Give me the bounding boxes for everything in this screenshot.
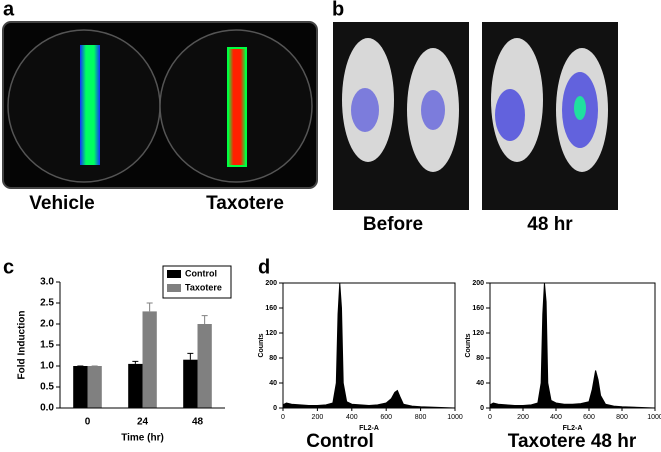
panel-label: b [332,0,344,20]
x-tick-label: 600 [583,414,595,421]
y-tick-label: 0.0 [40,403,54,414]
bar [128,363,143,408]
error-bar [132,360,139,364]
signal [421,90,445,130]
x-tick-label: 800 [616,414,628,421]
y-tick-label: 80 [476,355,484,362]
caption: Control [306,431,374,452]
y-tick-label: 40 [476,380,484,387]
y-tick-label: 0 [273,405,277,412]
x-tick-label: 48 [192,417,204,428]
y-tick-label: 200 [265,280,277,287]
x-tick-label: 0 [281,414,285,421]
y-tick-label: 2.0 [40,319,54,330]
legend-label: Taxotere [185,282,222,292]
x-tick-label: 0 [85,417,91,428]
signal [495,89,525,141]
y-tick-label: 160 [265,305,277,312]
plot-frame [282,282,456,409]
x-tick-label: 200 [312,414,324,421]
y-tick-label: 120 [472,330,484,337]
signal [574,96,586,120]
error-bar [146,302,153,312]
y-tick-label: 120 [265,330,277,337]
plot-frame [489,282,656,409]
panel-label: a [3,0,15,20]
legend-box [162,265,232,299]
x-tick-label: 1000 [647,414,661,421]
y-tick-label: 1.0 [40,361,54,372]
y-axis-label: Counts [258,333,265,357]
y-axis-label: Fold Induction [17,311,28,380]
y-tick-label: 40 [269,380,277,387]
y-tick-label: 3.0 [40,277,54,288]
bar [142,311,157,408]
caption: Taxotere 48 hr [508,431,637,452]
caption: 48 hr [527,214,573,235]
caption: Taxotere [206,193,284,214]
histogram-area [489,282,656,409]
x-tick-label: 400 [550,414,562,421]
y-tick-label: 200 [472,280,484,287]
error-bar [201,315,208,324]
x-tick-label: 24 [137,417,149,428]
x-axis-label: Time (hr) [121,433,164,444]
x-tick-label: 800 [415,414,427,421]
legend-swatch [167,270,181,278]
bar [87,366,102,408]
x-tick-label: 200 [517,414,529,421]
legend-swatch [167,284,181,292]
x-tick-label: 400 [346,414,358,421]
caption: Before [363,214,423,235]
y-tick-label: 0.5 [40,382,54,393]
bar [73,366,88,408]
x-tick-label: 0 [488,414,492,421]
error-bar [187,352,194,360]
y-tick-label: 2.5 [40,298,54,309]
y-tick-label: 160 [472,305,484,312]
x-axis-label: FL2-A [359,425,379,432]
legend-label: Control [185,268,217,278]
y-tick-label: 0 [480,405,484,412]
y-axis-label: Counts [465,333,472,357]
signal [351,88,379,132]
panel-label: c [3,256,14,278]
caption: Vehicle [29,193,95,214]
bar [183,359,198,408]
x-tick-label: 1000 [447,414,463,421]
signal-strip [227,47,247,167]
signal-strip [80,45,100,165]
histogram-area [282,282,456,409]
y-tick-label: 80 [269,355,277,362]
panel-label: d [258,256,270,278]
x-tick-label: 600 [380,414,392,421]
bar [197,324,212,408]
y-tick-label: 1.5 [40,340,54,351]
x-axis-label: FL2-A [563,425,583,432]
